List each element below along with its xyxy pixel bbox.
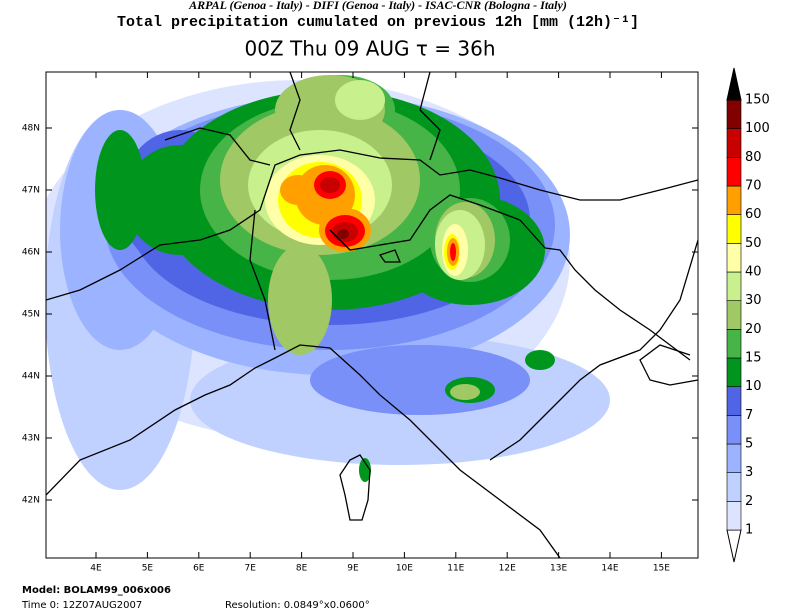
colorbar-label: 50 xyxy=(745,236,762,251)
colorbar-label: 3 xyxy=(745,465,753,480)
lon-label: 12E xyxy=(499,564,516,574)
colorbar-end xyxy=(726,67,742,101)
precip-area xyxy=(525,350,555,370)
colorbar-label: 2 xyxy=(745,494,753,509)
colorbar-box xyxy=(726,214,742,244)
lon-label: 13E xyxy=(550,564,567,574)
lat-label: 42N xyxy=(22,496,40,506)
lon-label: 4E xyxy=(90,564,102,574)
colorbar-box xyxy=(726,386,742,416)
colorbar-label: 60 xyxy=(745,207,762,222)
colorbar-box xyxy=(726,99,742,129)
colorbar-box xyxy=(726,501,742,531)
colorbar-label: 20 xyxy=(745,322,762,337)
colorbar-box xyxy=(726,157,742,187)
precip-area xyxy=(280,175,316,205)
colorbar-box xyxy=(726,185,742,215)
precip-area xyxy=(335,80,385,120)
colorbar-label: 30 xyxy=(745,293,762,308)
colorbar-label: 7 xyxy=(745,408,753,423)
precip-area xyxy=(450,384,480,400)
lon-label: 14E xyxy=(601,564,618,574)
colorbar-label: 15 xyxy=(745,351,762,366)
colorbar-label: 100 xyxy=(745,121,770,136)
colorbar-label: 150 xyxy=(745,93,770,108)
lat-label: 47N xyxy=(22,186,40,196)
axes: 48N 47N 46N 45N 44N 43N 42N 4E 5E 6E 7E 8E 9E 10E 11E 1… xyxy=(22,72,698,574)
map-frame xyxy=(45,71,699,559)
colorbar-box xyxy=(726,243,742,273)
colorbar-label: 5 xyxy=(745,437,753,452)
lon-label: 11E xyxy=(447,564,464,574)
colorbar: 1 2 3 5 7 10 15 20 30 40 50 60 70 80 100 150 xyxy=(726,67,770,563)
credits: ARPAL (Genoa - Italy) - DIFI (Genoa - It… xyxy=(188,0,567,12)
lon-label: 5E xyxy=(142,564,154,574)
colorbar-label: 40 xyxy=(745,265,762,280)
lon-label: 7E xyxy=(244,564,256,574)
colorbar-end xyxy=(726,529,742,563)
precip-area xyxy=(268,245,332,355)
lat-label: 43N xyxy=(22,434,40,444)
colorbar-box xyxy=(726,329,742,359)
colorbar-box xyxy=(726,357,742,387)
colorbar-box xyxy=(726,443,742,473)
colorbar-box xyxy=(726,271,742,301)
precip-area xyxy=(310,345,530,415)
precip-area xyxy=(320,177,340,193)
colorbar-box xyxy=(726,415,742,445)
title: Total precipitation cumulated on previou… xyxy=(117,14,639,31)
colorbar-box xyxy=(726,128,742,158)
precip-area xyxy=(95,130,145,250)
lon-label: 8E xyxy=(296,564,308,574)
precip-area xyxy=(337,229,349,239)
model: Model: BOLAM99_006x006 xyxy=(22,585,171,596)
lon-label: 10E xyxy=(396,564,413,574)
colorbar-box xyxy=(726,300,742,330)
lat-label: 45N xyxy=(22,310,40,320)
run-time: Time 0: 12Z07AUG2007 xyxy=(21,600,142,611)
subtitle: 00Z Thu 09 AUG τ = 36h xyxy=(244,37,495,61)
coastlines xyxy=(46,72,698,558)
resolution: Resolution: 0.0849°x0.0600° xyxy=(225,600,370,611)
lat-label: 46N xyxy=(22,248,40,258)
lon-label: 15E xyxy=(653,564,670,574)
colorbar-label: 10 xyxy=(745,379,762,394)
colorbar-label: 80 xyxy=(745,150,762,165)
lon-label: 9E xyxy=(347,564,359,574)
lat-label: 48N xyxy=(22,124,40,134)
colorbar-label: 1 xyxy=(745,523,753,538)
precip-area xyxy=(450,243,456,261)
lon-label: 6E xyxy=(193,564,205,574)
colorbar-box xyxy=(726,472,742,502)
colorbar-label: 70 xyxy=(745,179,762,194)
precip-area xyxy=(359,458,371,482)
lat-label: 44N xyxy=(22,372,40,382)
precip-field xyxy=(46,75,610,490)
